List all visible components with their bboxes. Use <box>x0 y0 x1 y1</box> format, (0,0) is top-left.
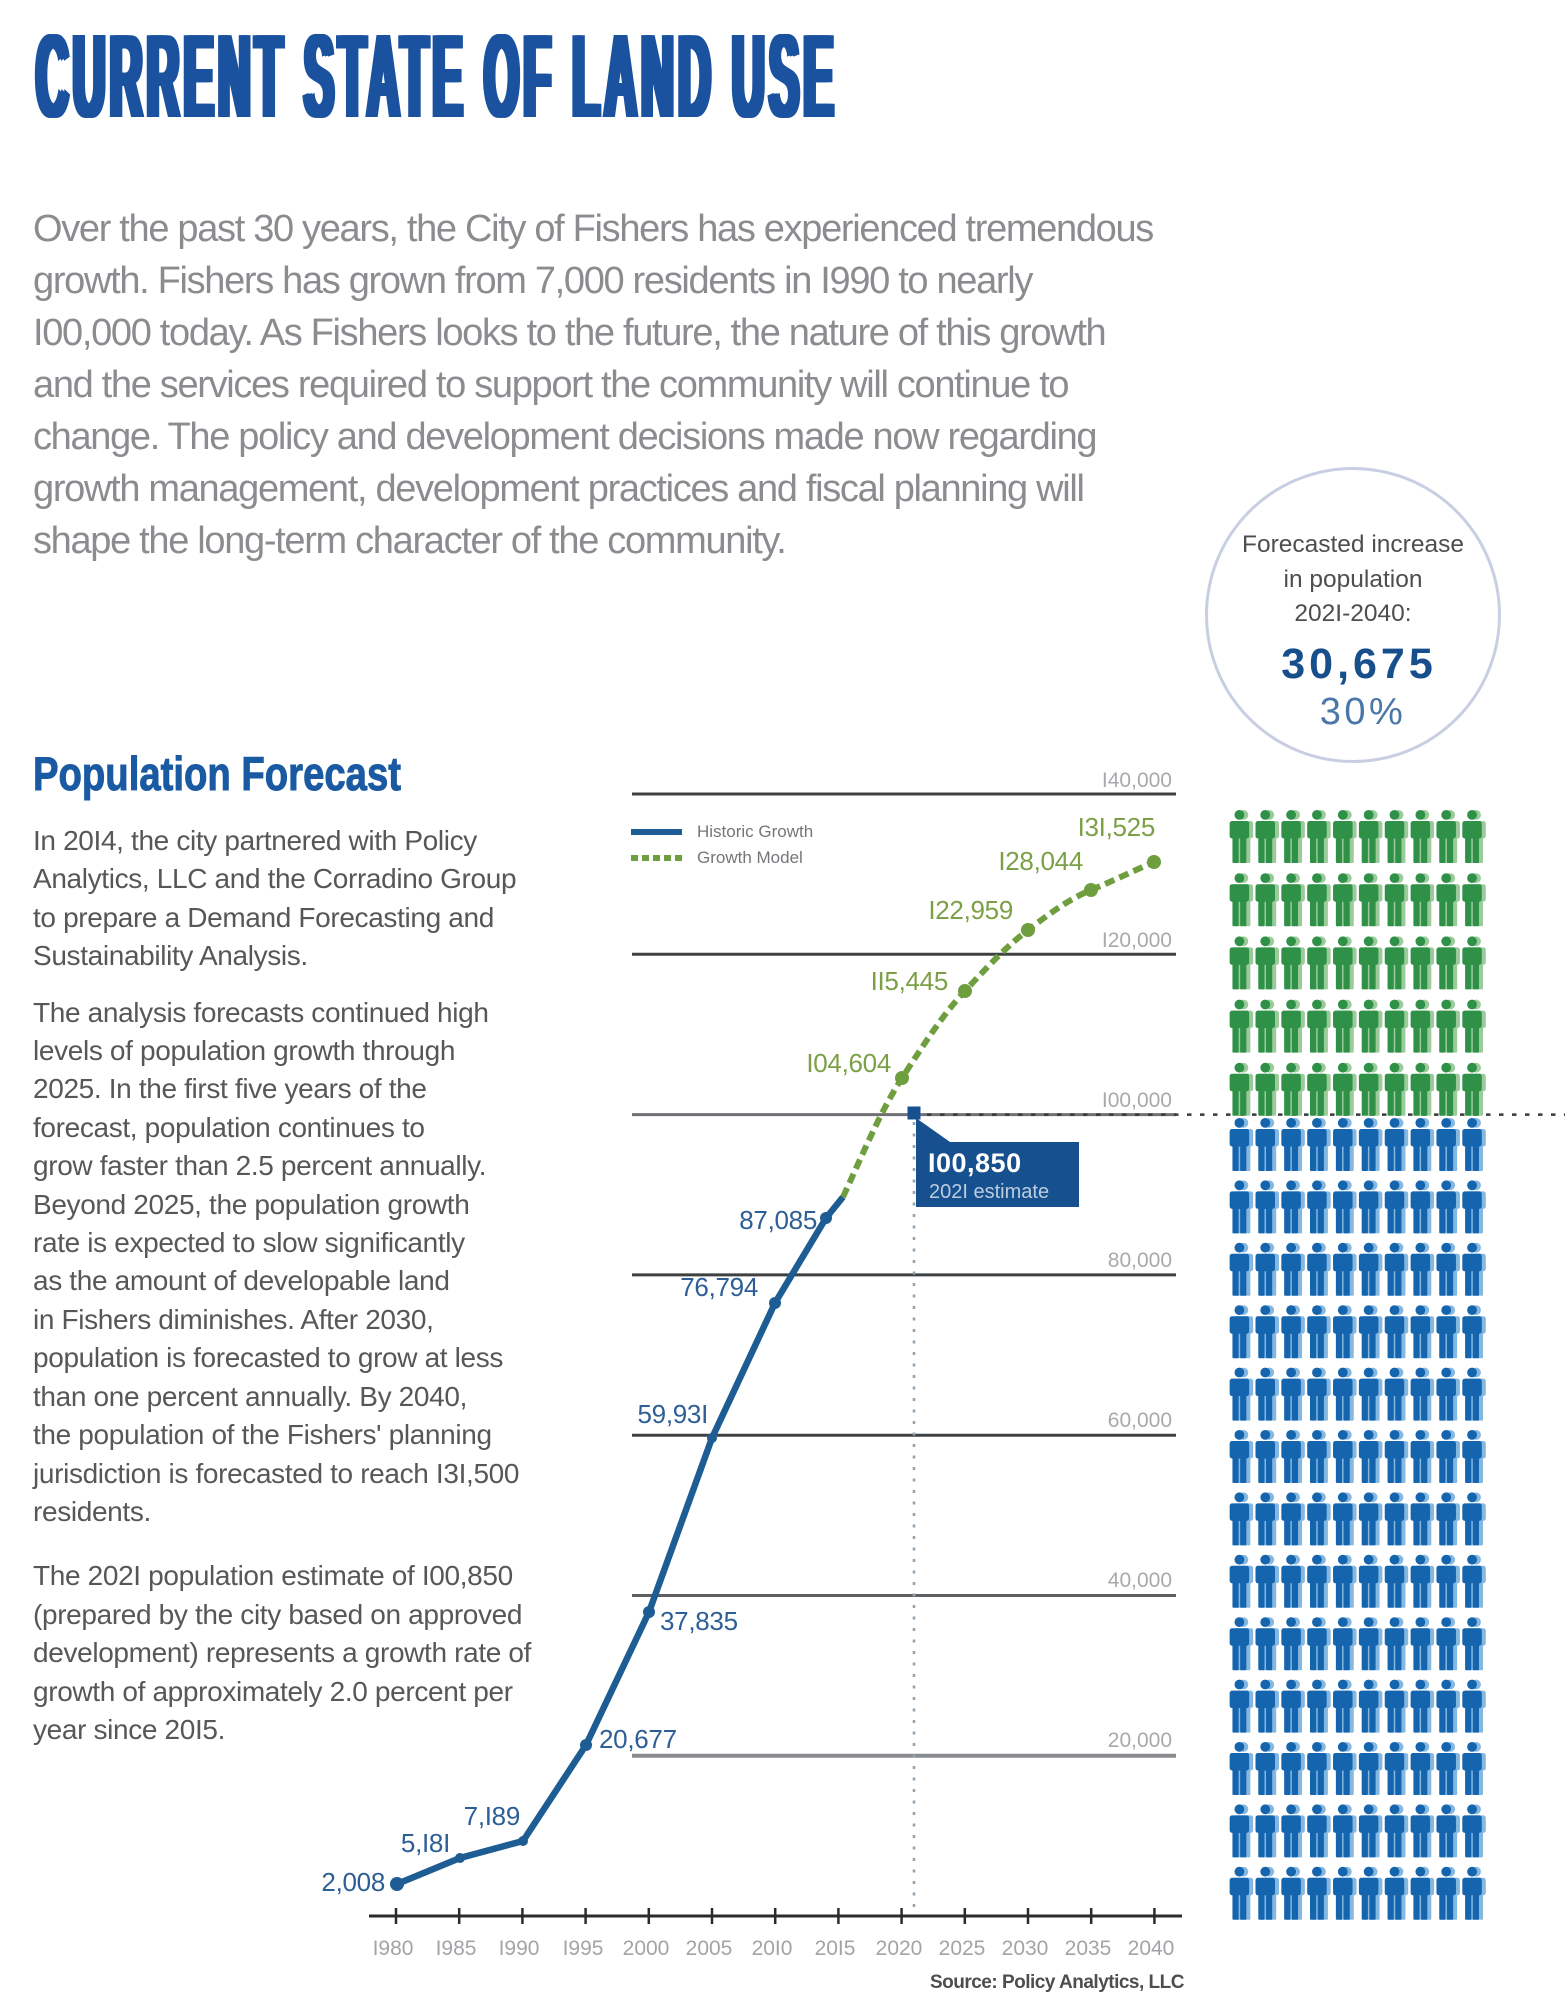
svg-text:20,677: 20,677 <box>599 1724 677 1754</box>
svg-text:I00,850: I00,850 <box>928 1148 1022 1178</box>
svg-text:Source: Policy Analytics, LLC: Source: Policy Analytics, LLC <box>930 1972 1185 1993</box>
svg-text:2,008: 2,008 <box>321 1867 385 1897</box>
svg-text:CURRENT STATE OF LAND USE: CURRENT STATE OF LAND USE <box>36 10 838 140</box>
svg-text:CURRENT STATE OF LAND USE: CURRENT STATE OF LAND USE <box>39 10 841 140</box>
svg-text:37,835: 37,835 <box>660 1606 738 1636</box>
svg-text:Historic Growth: Historic Growth <box>697 822 813 841</box>
svg-text:II5,445: II5,445 <box>871 966 948 996</box>
svg-text:I3I,525: I3I,525 <box>1078 812 1155 842</box>
svg-text:2030: 2030 <box>1002 1937 1049 1960</box>
svg-text:I40,000: I40,000 <box>1102 769 1172 792</box>
svg-text:I20,000: I20,000 <box>1102 929 1172 952</box>
svg-text:20I5: 20I5 <box>815 1937 856 1960</box>
svg-text:5,I8I: 5,I8I <box>401 1828 450 1858</box>
svg-text:87,085: 87,085 <box>739 1205 817 1235</box>
svg-text:20,000: 20,000 <box>1108 1729 1172 1752</box>
svg-text:2000: 2000 <box>623 1937 670 1960</box>
svg-text:2005: 2005 <box>686 1937 733 1960</box>
svg-text:59,93I: 59,93I <box>638 1399 709 1429</box>
svg-text:Population Forecast: Population Forecast <box>33 747 401 800</box>
svg-text:CURRENT STATE OF LAND USE: CURRENT STATE OF LAND USE <box>33 10 835 140</box>
svg-text:2020: 2020 <box>876 1937 923 1960</box>
svg-text:2025: 2025 <box>939 1937 986 1960</box>
svg-text:I985: I985 <box>436 1937 477 1960</box>
svg-text:60,000: 60,000 <box>1108 1409 1172 1432</box>
svg-text:2040: 2040 <box>1128 1937 1175 1960</box>
svg-text:2035: 2035 <box>1065 1937 1112 1960</box>
svg-text:7,I89: 7,I89 <box>464 1801 520 1831</box>
svg-text:I28,044: I28,044 <box>998 846 1083 876</box>
svg-text:Growth Model: Growth Model <box>697 848 803 867</box>
svg-text:I980: I980 <box>373 1937 414 1960</box>
svg-text:40,000: 40,000 <box>1108 1569 1172 1592</box>
svg-text:I995: I995 <box>563 1937 604 1960</box>
svg-text:I990: I990 <box>499 1937 540 1960</box>
svg-text:I04,604: I04,604 <box>806 1048 891 1078</box>
svg-text:20I0: 20I0 <box>752 1937 793 1960</box>
svg-text:I00,000: I00,000 <box>1102 1089 1172 1112</box>
svg-text:76,794: 76,794 <box>680 1272 758 1302</box>
svg-text:I22,959: I22,959 <box>928 895 1013 925</box>
svg-text:202I estimate: 202I estimate <box>929 1181 1049 1203</box>
svg-text:80,000: 80,000 <box>1108 1249 1172 1272</box>
